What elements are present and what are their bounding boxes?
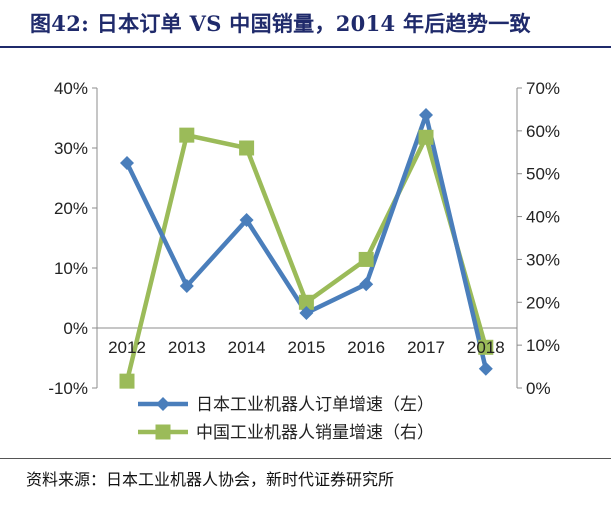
title-bar: 图42: 日本订单 VS 中国销量，2014 年后趋势一致 <box>0 0 611 48</box>
category-label: 2012 <box>108 338 146 357</box>
china-sales-point <box>119 373 135 389</box>
category-label: 2016 <box>347 338 385 357</box>
china-sales-legend-marker <box>155 424 171 440</box>
china-sales-point <box>478 339 494 355</box>
japan-orders-point <box>239 213 254 227</box>
japan-orders-point <box>478 361 493 376</box>
right-tick-label: 60% <box>526 122 560 141</box>
right-tick-label: 10% <box>526 336 560 355</box>
source-divider <box>0 458 611 459</box>
japan-orders-point <box>120 156 134 170</box>
china-sales-point <box>239 140 255 156</box>
category-label: 2013 <box>168 338 206 357</box>
china-sales-point <box>418 129 434 145</box>
china-sales-point <box>179 127 195 143</box>
right-tick-label: 30% <box>526 250 560 269</box>
category-label: 2018 <box>467 338 505 357</box>
right-tick-label: 0% <box>526 379 551 398</box>
category-label: 2015 <box>287 338 325 357</box>
chart: -10% 0% 10% 20% 30% 40% 0% 10% 20% 30% 40% 50% 60% 70… <box>48 79 560 443</box>
china-sales-point <box>358 251 374 267</box>
right-tick-label: 40% <box>526 208 560 227</box>
right-tick-label: 70% <box>526 79 560 98</box>
right-tick-label: 50% <box>526 165 560 184</box>
japan-orders-legend-marker <box>156 397 170 411</box>
japan-orders-point <box>359 277 374 292</box>
category-label: 2017 <box>407 338 445 357</box>
left-tick-label: -10% <box>48 379 88 398</box>
category-label: 2014 <box>228 338 266 357</box>
japan-orders-point <box>419 108 433 122</box>
left-tick-label: 10% <box>54 259 88 278</box>
left-tick-label: 20% <box>54 199 88 218</box>
china-sales-legend-label: 中国工业机器人销量增速（右） <box>196 423 434 443</box>
japan-orders-point <box>179 279 194 293</box>
left-tick-label: 0% <box>63 319 88 338</box>
title-divider <box>0 46 611 48</box>
source-note: 资料来源：日本工业机器人协会，新时代证券研究所 <box>26 470 395 489</box>
china-sales-point <box>298 294 314 310</box>
left-tick-label: 40% <box>54 79 88 98</box>
chart-title: 图42: 日本订单 VS 中国销量，2014 年后趋势一致 <box>30 11 531 36</box>
japan-orders-legend-label: 日本工业机器人订单增速（左） <box>196 395 434 415</box>
left-tick-label: 30% <box>54 139 88 158</box>
right-tick-label: 20% <box>526 293 560 312</box>
japan-orders-point <box>299 306 314 320</box>
